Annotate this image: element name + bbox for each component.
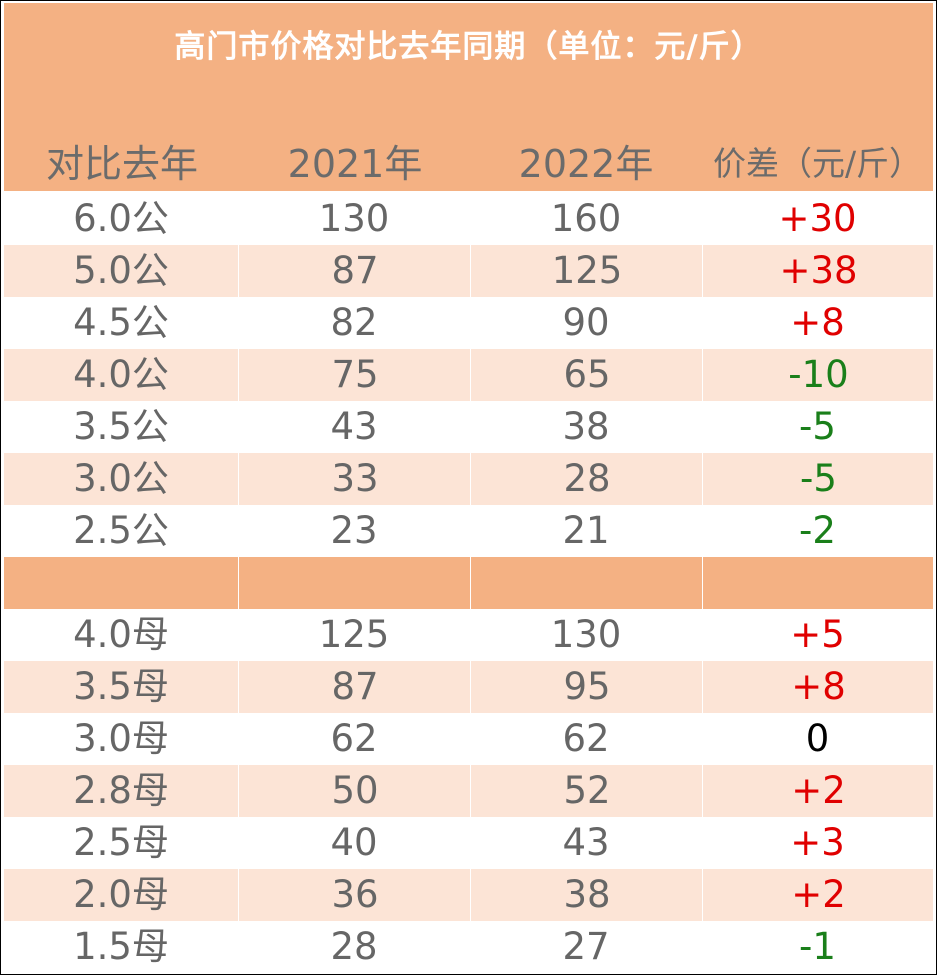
price-diff-cell: -10	[702, 349, 934, 401]
spec-cell: 3.5母	[73, 665, 169, 708]
price-2022-cell: 125	[470, 245, 703, 297]
price-2021-cell: 87	[238, 245, 471, 297]
price-2021-cell: 28	[330, 925, 378, 968]
price-2022-cell: 90	[562, 301, 610, 344]
price-diff-cell: +30	[778, 197, 857, 240]
spec-cell: 4.0公	[73, 353, 169, 396]
spec-cell	[4, 557, 238, 609]
table-row: 5.0公 87 125 +38	[4, 245, 933, 297]
price-2021-cell: 87	[238, 661, 471, 713]
price-2022-cell: 52	[470, 765, 703, 817]
spec-cell: 3.0公	[73, 457, 169, 500]
column-header-compare: 对比去年	[45, 142, 198, 186]
spec-cell: 1.5母	[73, 925, 169, 968]
price-2022-cell	[470, 557, 703, 609]
price-2021-cell: 40	[330, 821, 378, 864]
price-2022-cell: 65	[470, 349, 703, 401]
price-2021-cell: 75	[238, 349, 471, 401]
price-diff-cell: 0	[805, 717, 830, 760]
table-row: 2.5母 40 43 +3	[4, 817, 933, 869]
price-2022-cell: 62	[562, 717, 610, 760]
price-diff-cell: +38	[702, 245, 934, 297]
price-diff-cell: -5	[799, 405, 836, 448]
spec-cell: 4.0母	[73, 613, 169, 656]
price-2022-cell: 130	[550, 613, 622, 656]
spec-cell: 3.0母	[73, 717, 169, 760]
spec-cell: 5.0公	[73, 249, 169, 292]
table-row: 2.8母 50 52 +2	[4, 765, 933, 817]
table-row: 3.0母 62 62 0	[4, 713, 933, 765]
spec-cell: 2.8母	[73, 769, 169, 812]
price-2022-cell: 38	[562, 405, 610, 448]
table-separator-row	[4, 557, 933, 609]
price-2021-cell	[238, 557, 471, 609]
price-2021-cell: 130	[318, 197, 390, 240]
table-title: 高门市价格对比去年同期（单位：元/斤）	[174, 29, 763, 65]
price-2022-cell: 38	[470, 869, 703, 921]
spec-cell: 6.0公	[73, 197, 169, 240]
price-diff-cell: +2	[702, 765, 934, 817]
price-diff-cell: -1	[799, 925, 836, 968]
table-header: 高门市价格对比去年同期（单位：元/斤） 对比去年 2021年 2022年 价差（…	[4, 3, 933, 191]
table-row: 4.0公 75 65 -10	[4, 349, 933, 401]
column-header-price-diff: 价差（元/斤）	[712, 144, 923, 183]
spec-cell: 4.5公	[73, 301, 169, 344]
price-2022-cell: 28	[470, 453, 703, 505]
price-diff-cell: +5	[790, 613, 845, 656]
table-row: 1.5母 28 27 -1	[4, 921, 933, 973]
table-row: 4.0母 125 130 +5	[4, 609, 933, 661]
column-header-2022: 2022年	[518, 142, 654, 186]
table-row: 3.5母 87 95 +8	[4, 661, 933, 713]
price-diff-cell: -5	[702, 453, 934, 505]
price-2021-cell: 62	[330, 717, 378, 760]
price-2022-cell: 27	[562, 925, 610, 968]
price-2021-cell: 33	[238, 453, 471, 505]
spec-cell: 2.5公	[73, 509, 169, 552]
price-2022-cell: 160	[550, 197, 622, 240]
table-row: 3.5公 43 38 -5	[4, 401, 933, 453]
price-diff-cell: +2	[702, 869, 934, 921]
price-diff-cell	[702, 557, 934, 609]
price-2021-cell: 36	[238, 869, 471, 921]
table-row: 3.0公 33 28 -5	[4, 453, 933, 505]
table-row: 2.0母 36 38 +2	[4, 869, 933, 921]
price-2022-cell: 21	[562, 509, 610, 552]
spec-cell: 2.0母	[73, 873, 169, 916]
price-2021-cell: 43	[330, 405, 378, 448]
price-diff-cell: -2	[799, 509, 836, 552]
table-row: 4.5公 82 90 +8	[4, 297, 933, 349]
price-2021-cell: 125	[318, 613, 390, 656]
price-2021-cell: 23	[330, 509, 378, 552]
price-diff-cell: +8	[790, 301, 845, 344]
spec-cell: 2.5母	[73, 821, 169, 864]
table-row: 6.0公 130 160 +30	[4, 193, 933, 245]
column-header-2021: 2021年	[287, 142, 423, 186]
price-diff-cell: +8	[702, 661, 934, 713]
table-row: 2.5公 23 21 -2	[4, 505, 933, 557]
price-2022-cell: 43	[562, 821, 610, 864]
price-2021-cell: 50	[238, 765, 471, 817]
spec-cell: 3.5公	[73, 405, 169, 448]
price-2022-cell: 95	[470, 661, 703, 713]
price-2021-cell: 82	[330, 301, 378, 344]
price-diff-cell: +3	[790, 821, 845, 864]
